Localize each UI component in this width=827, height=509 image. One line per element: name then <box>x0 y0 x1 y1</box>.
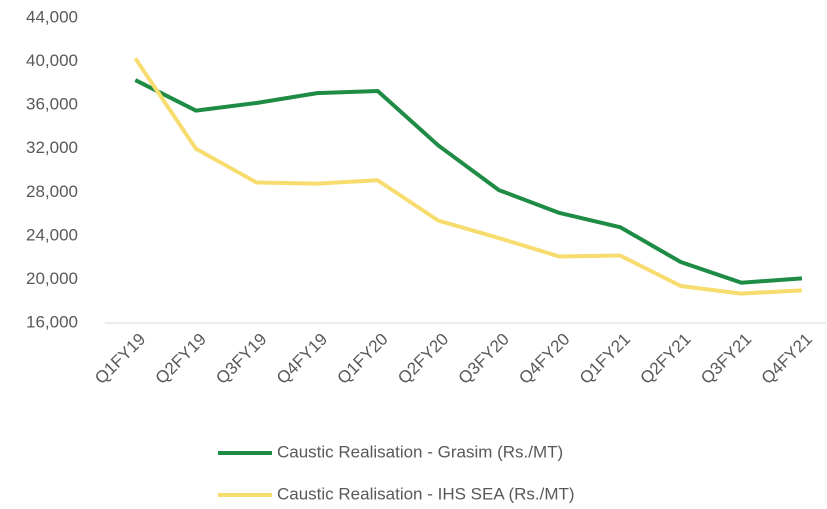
x-tick-label: Q1FY19 <box>91 330 149 388</box>
x-tick-label: Q4FY20 <box>515 330 573 388</box>
y-tick-label: 24,000 <box>26 225 78 244</box>
x-tick-label: Q3FY20 <box>455 330 513 388</box>
x-tick-label: Q1FY20 <box>333 330 391 388</box>
x-tick-label: Q2FY20 <box>394 330 452 388</box>
y-tick-label: 28,000 <box>26 182 78 201</box>
x-tick-label: Q4FY21 <box>758 330 816 388</box>
y-tick-label: 36,000 <box>26 95 78 114</box>
x-tick-label: Q3FY19 <box>212 330 270 388</box>
legend-label: Caustic Realisation - Grasim (Rs./MT) <box>277 442 563 461</box>
x-tick-label: Q2FY19 <box>152 330 210 388</box>
y-tick-label: 16,000 <box>26 312 78 331</box>
y-tick-label: 20,000 <box>26 269 78 288</box>
legend-label: Caustic Realisation - IHS SEA (Rs./MT) <box>277 484 575 503</box>
x-tick-label: Q1FY21 <box>576 330 634 388</box>
series-line <box>133 57 803 296</box>
y-tick-label: 44,000 <box>26 7 78 26</box>
x-tick-label: Q3FY21 <box>697 330 755 388</box>
y-tick-label: 40,000 <box>26 51 78 70</box>
x-tick-label: Q2FY21 <box>636 330 694 388</box>
y-tick-label: 32,000 <box>26 138 78 157</box>
series-line <box>134 78 803 285</box>
x-tick-label: Q4FY19 <box>273 330 331 388</box>
